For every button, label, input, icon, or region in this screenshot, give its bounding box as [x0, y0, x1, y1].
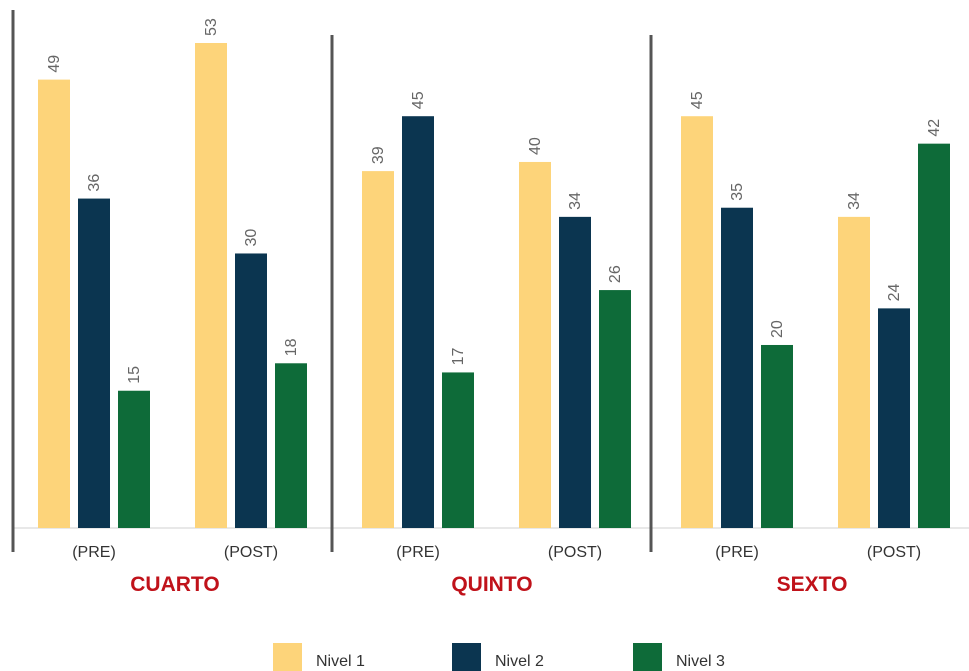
- x-tick-label: (PRE): [72, 544, 116, 561]
- bar-cuarto-pre-nivel1: [38, 79, 70, 529]
- data-label: 15: [126, 366, 143, 384]
- legend-label-nivel1: Nivel 1: [316, 653, 365, 670]
- legend-swatch-nivel1: [273, 643, 302, 671]
- data-label: 34: [846, 192, 863, 210]
- data-label: 26: [607, 265, 624, 283]
- data-label: 30: [243, 229, 260, 247]
- bar-sexto-pre-nivel2: [721, 207, 753, 528]
- bar-quinto-pre-nivel3: [442, 372, 474, 528]
- data-label: 39: [370, 146, 387, 164]
- data-label: 45: [410, 91, 427, 109]
- bar-sexto-pre-nivel1: [681, 116, 713, 528]
- bar-cuarto-post-nivel3: [275, 363, 307, 528]
- x-tick-label: (POST): [867, 544, 921, 561]
- group-label-quinto: QUINTO: [451, 573, 532, 596]
- data-label: 34: [567, 192, 584, 210]
- data-label: 45: [689, 91, 706, 109]
- data-label: 35: [729, 183, 746, 201]
- bar-sexto-pre-nivel3: [761, 344, 793, 528]
- data-label: 36: [86, 174, 103, 192]
- bar-quinto-pre-nivel2: [402, 116, 434, 528]
- legend-label-nivel2: Nivel 2: [495, 653, 544, 670]
- data-label: 20: [769, 320, 786, 338]
- x-tick-label: (POST): [224, 544, 278, 561]
- x-tick-label: (PRE): [396, 544, 440, 561]
- bar-sexto-post-nivel2: [878, 308, 910, 528]
- data-label: 17: [450, 348, 467, 366]
- bar-quinto-post-nivel3: [599, 290, 631, 528]
- x-tick-label: (PRE): [715, 544, 759, 561]
- legend-swatch-nivel2: [452, 643, 481, 671]
- data-label: 40: [527, 137, 544, 155]
- x-tick-label: (POST): [548, 544, 602, 561]
- bar-quinto-post-nivel2: [559, 216, 591, 528]
- bar-quinto-post-nivel1: [519, 161, 551, 528]
- bar-sexto-post-nivel3: [918, 143, 950, 528]
- group-label-sexto: SEXTO: [777, 573, 848, 596]
- bar-cuarto-post-nivel2: [235, 253, 267, 529]
- data-label: 18: [283, 338, 300, 356]
- legend-label-nivel3: Nivel 3: [676, 653, 725, 670]
- bar-cuarto-pre-nivel3: [118, 390, 150, 528]
- data-label: 49: [46, 55, 63, 73]
- group-label-cuarto: CUARTO: [130, 573, 219, 596]
- data-label: 53: [203, 18, 220, 36]
- data-label: 42: [926, 119, 943, 137]
- data-label: 24: [886, 283, 903, 301]
- bar-quinto-pre-nivel1: [362, 171, 394, 528]
- bar-sexto-post-nivel1: [838, 216, 870, 528]
- legend-swatch-nivel3: [633, 643, 662, 671]
- bar-cuarto-post-nivel1: [195, 43, 227, 528]
- bar-cuarto-pre-nivel2: [78, 198, 110, 528]
